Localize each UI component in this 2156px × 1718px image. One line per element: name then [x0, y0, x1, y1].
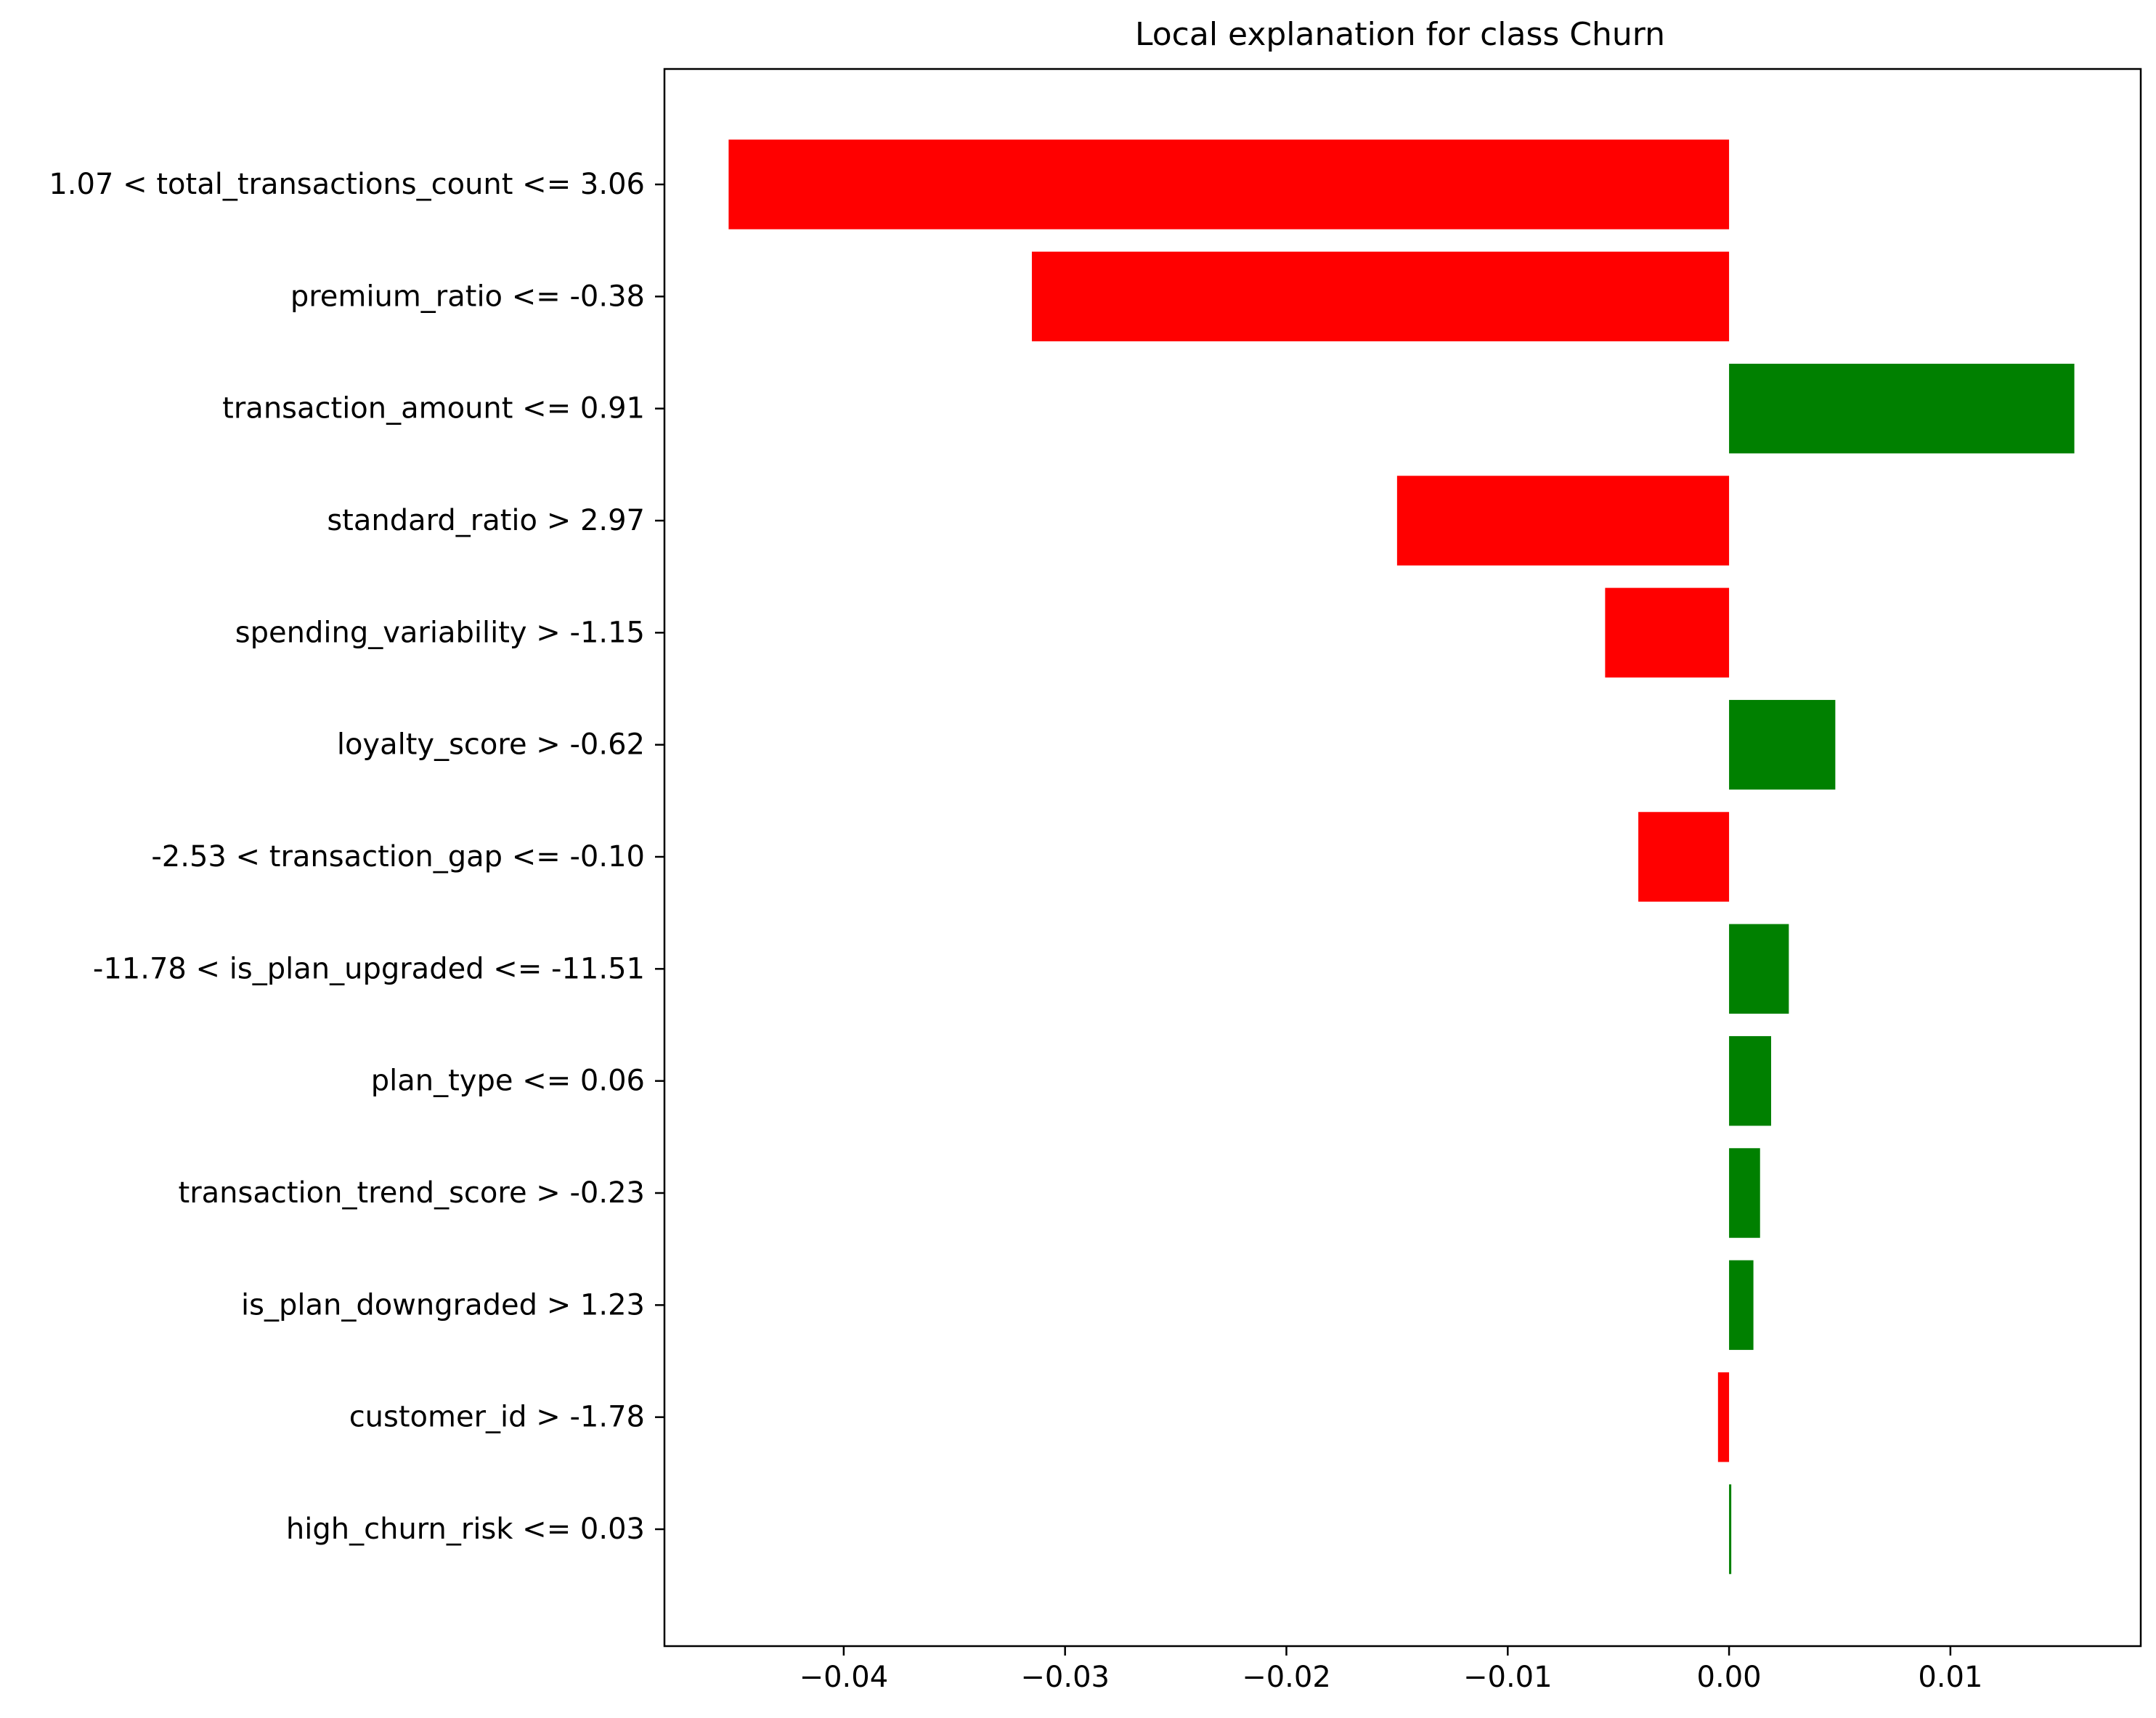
x-tick-label: 0.00 — [1697, 1661, 1762, 1694]
y-axis-ticks: 1.07 < total_transactions_count <= 3.06 p… — [49, 168, 664, 1546]
bar — [1605, 587, 1730, 678]
bars-layer — [728, 139, 2075, 1574]
bar — [1729, 924, 1789, 1014]
y-tick-label: plan_type <= 0.06 — [371, 1064, 645, 1098]
y-tick-label: standard_ratio > 2.97 — [327, 504, 645, 537]
y-tick-label: transaction_amount <= 0.91 — [222, 392, 645, 426]
bar — [1729, 1035, 1771, 1126]
x-axis-ticks: −0.04 −0.03 −0.02 −0.01 0.00 0.01 — [800, 1646, 1982, 1694]
bar — [1396, 476, 1730, 566]
y-tick-label: loyalty_score > -0.62 — [337, 728, 645, 762]
y-tick-label: -2.53 < transaction_gap <= -0.10 — [151, 840, 645, 874]
bar — [1729, 1484, 1732, 1574]
bar — [1638, 812, 1730, 902]
y-tick-label: spending_variability > -1.15 — [235, 616, 645, 649]
bar — [1729, 363, 2075, 454]
x-tick-label: −0.03 — [1020, 1661, 1110, 1694]
bar — [728, 139, 1730, 229]
bar — [1729, 699, 1836, 790]
axes-frame — [663, 68, 2142, 1648]
y-tick-label: high_churn_risk <= 0.03 — [286, 1513, 645, 1546]
bar — [1729, 1260, 1754, 1351]
bar — [1031, 251, 1730, 342]
y-tick-label: customer_id > -1.78 — [349, 1401, 645, 1434]
y-tick-label: premium_ratio <= -0.38 — [290, 280, 645, 313]
y-tick-label: 1.07 < total_transactions_count <= 3.06 — [49, 168, 645, 201]
y-tick-label: -11.78 < is_plan_upgraded <= -11.51 — [93, 952, 645, 985]
bar — [1717, 1372, 1730, 1462]
x-tick-label: −0.01 — [1463, 1661, 1553, 1694]
y-tick-label: transaction_trend_score > -0.23 — [179, 1176, 645, 1210]
y-tick-label: is_plan_downgraded > 1.23 — [241, 1288, 645, 1322]
x-tick-label: −0.04 — [800, 1661, 889, 1694]
x-tick-label: 0.01 — [1918, 1661, 1982, 1694]
x-tick-label: −0.02 — [1242, 1661, 1331, 1694]
chart-title: Local explanation for class Churn — [1135, 16, 1665, 53]
bar — [1729, 1148, 1760, 1238]
